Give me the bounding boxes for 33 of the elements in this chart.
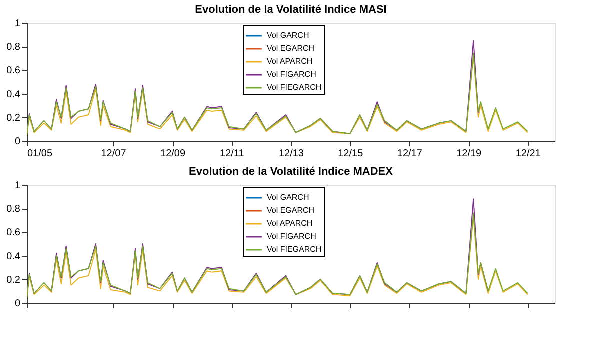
x-tick-label: 12/17 bbox=[397, 148, 423, 160]
y-tick-label: 0 bbox=[14, 136, 21, 148]
legend-label: Vol APARCH bbox=[267, 57, 313, 66]
x-tick-label: 12/13 bbox=[278, 148, 304, 160]
legend-label: Vol EGARCH bbox=[267, 206, 315, 215]
legend-label: Vol FIEGARCH bbox=[267, 245, 322, 254]
x-tick-label: 01/05 bbox=[28, 148, 53, 160]
x-tick-label: 12/19 bbox=[456, 148, 482, 160]
legend-label: Vol FIGARCH bbox=[267, 70, 317, 79]
x-tick-label: 12/07 bbox=[101, 148, 127, 160]
y-tick-label: 0.2 bbox=[6, 112, 21, 124]
x-tick-label: 12/21 bbox=[516, 148, 542, 160]
y-tick-label: 0.6 bbox=[6, 228, 21, 239]
y-tick-label: 0.4 bbox=[6, 89, 21, 100]
x-tick-label: 12/11 bbox=[220, 148, 245, 160]
y-tick-label: 0 bbox=[14, 298, 21, 310]
legend-label: Vol EGARCH bbox=[267, 44, 315, 53]
legend-label: Vol APARCH bbox=[267, 219, 313, 228]
y-tick-label: 0.4 bbox=[6, 251, 21, 262]
legend-label: Vol GARCH bbox=[267, 193, 310, 202]
legend-label: Vol FIGARCH bbox=[267, 232, 317, 241]
legend-label: Vol GARCH bbox=[267, 31, 310, 40]
x-tick-label: 12/09 bbox=[160, 148, 186, 160]
y-tick-label: 0.8 bbox=[6, 204, 21, 216]
chart-title: Evolution de la Volatilité Indice MASI bbox=[195, 4, 387, 16]
x-tick-label: 12/15 bbox=[338, 148, 364, 160]
legend-label: Vol FIEGARCH bbox=[267, 83, 322, 92]
y-tick-label: 0.6 bbox=[6, 66, 21, 77]
y-tick-label: 0.2 bbox=[6, 274, 21, 286]
y-tick-label: 0.8 bbox=[6, 42, 21, 54]
y-tick-label: 1 bbox=[14, 18, 21, 30]
y-tick-label: 1 bbox=[14, 180, 21, 192]
chart-title: Evolution de la Volatilité Indice MADEX bbox=[189, 166, 394, 178]
